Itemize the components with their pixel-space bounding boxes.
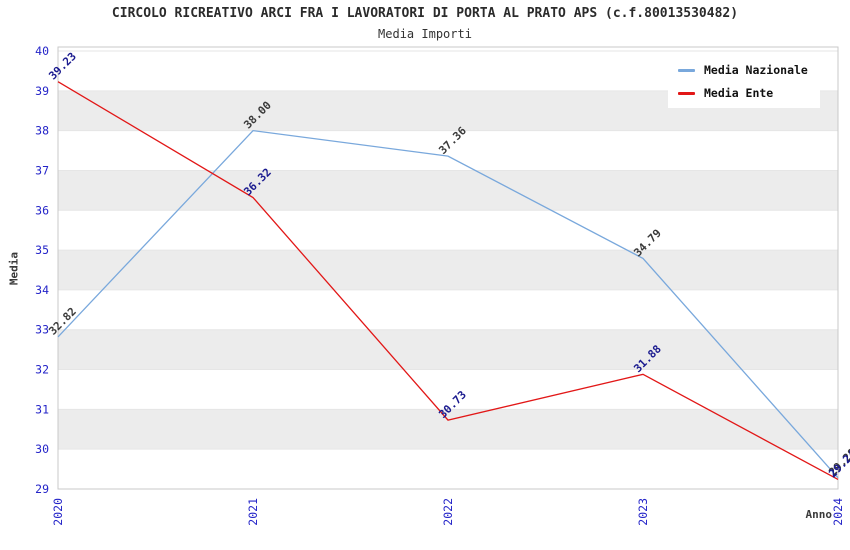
grid-band <box>58 409 838 450</box>
x-tick-label: 2023 <box>636 498 650 526</box>
y-tick-label: 38 <box>35 124 49 138</box>
grid-band <box>58 250 838 290</box>
chart-title: CIRCOLO RICREATIVO ARCI FRA I LAVORATORI… <box>111 6 739 21</box>
x-tick-label: 2021 <box>246 498 260 526</box>
grid-band <box>58 329 838 370</box>
x-axis-label: Anno <box>805 508 833 521</box>
legend-item-media-ente: Media Ente <box>678 86 808 100</box>
series-line-media-nazionale <box>57 129 839 479</box>
legend-label: Media Ente <box>704 86 774 100</box>
y-tick-label: 33 <box>35 323 49 337</box>
legend-item-media-nazionale: Media Nazionale <box>678 63 808 77</box>
y-tick-label: 40 <box>35 44 49 58</box>
plot-frame <box>57 46 839 490</box>
y-tick-label: 39 <box>35 84 49 98</box>
y-tick-label: 29 <box>35 482 49 496</box>
legend-label: Media Nazionale <box>704 63 808 77</box>
y-tick-label: 31 <box>35 402 49 416</box>
y-tick-label: 34 <box>35 283 49 297</box>
point-label: 39.23 <box>46 50 79 83</box>
x-tick-label: 2020 <box>51 498 65 526</box>
x-tick-label: 2024 <box>831 498 845 526</box>
legend: Media Nazionale Media Ente <box>668 56 820 108</box>
y-tick-label: 32 <box>35 363 49 377</box>
y-tick-label: 35 <box>35 243 49 257</box>
series-line-media-ente <box>57 81 839 481</box>
grid-band <box>58 170 838 211</box>
y-tick-label: 30 <box>35 442 49 456</box>
legend-line-swatch-nazionale <box>678 68 695 72</box>
y-tick-label: 37 <box>35 163 49 177</box>
legend-line-swatch-ente <box>678 91 695 95</box>
y-tick-label: 36 <box>35 203 49 217</box>
x-tick-label: 2022 <box>441 498 455 526</box>
chart-subtitle: Media Importi <box>378 27 472 41</box>
